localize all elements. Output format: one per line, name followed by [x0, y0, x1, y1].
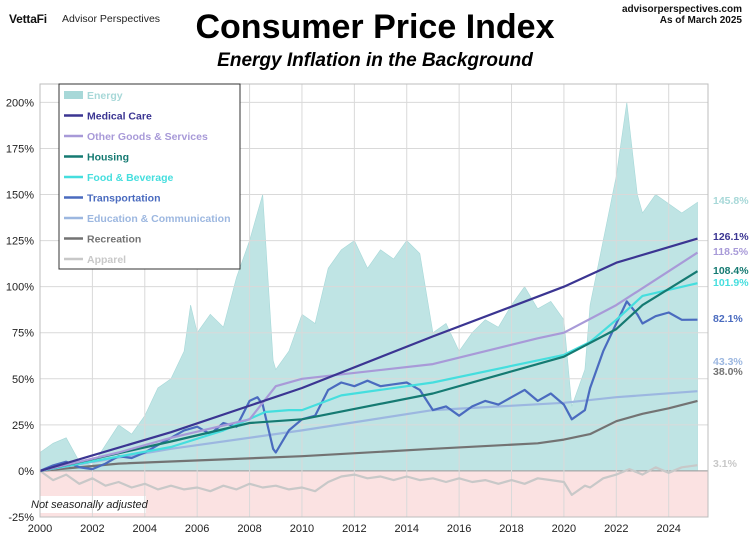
x-tick-label: 2018 [499, 523, 523, 535]
x-tick-label: 2012 [342, 523, 366, 535]
seasonal-note: Not seasonally adjusted [31, 499, 149, 511]
as-of-date: As of March 2025 [659, 15, 742, 26]
end-label-recreation: 38.0% [713, 366, 743, 378]
x-tick-label: 2024 [656, 523, 680, 535]
legend-label-energy: Energy [87, 90, 123, 102]
legend-label-housing: Housing [87, 152, 129, 164]
series-line-apparel [39, 464, 698, 496]
header-info: advisorperspectives.com As of March 2025 [622, 4, 742, 26]
y-tick-label: 25% [12, 420, 34, 432]
chart-subtitle: Energy Inflation in the Background [217, 50, 533, 71]
y-tick-label: 150% [6, 190, 34, 202]
chart-title: Consumer Price Index [195, 8, 555, 46]
end-label-education-communication: 43.3% [713, 356, 743, 368]
series-line-food-beverage [39, 282, 698, 472]
site-url: advisorperspectives.com [621, 4, 742, 15]
y-tick-label: 50% [12, 374, 34, 386]
legend-label-medical-care: Medical Care [87, 111, 152, 123]
x-tick-label: 2008 [237, 523, 261, 535]
series-line-medical-care [39, 237, 698, 472]
x-tick-label: 2004 [133, 523, 157, 535]
end-label-housing: 108.4% [713, 265, 749, 277]
x-tick-label: 2022 [604, 523, 628, 535]
y-tick-label: 75% [12, 328, 34, 340]
end-label-transportation: 82.1% [713, 313, 743, 325]
y-tick-label: 0% [18, 466, 34, 478]
legend-label-other-goods-services: Other Goods & Services [87, 131, 208, 143]
x-tick-label: 2016 [447, 523, 471, 535]
y-tick-label: 125% [6, 236, 34, 248]
legend-label-recreation: Recreation [87, 234, 141, 246]
legend-label-apparel: Apparel [87, 254, 126, 266]
legend-label-education-communication: Education & Communication [87, 213, 231, 225]
end-label-energy: 145.8% [713, 195, 749, 207]
negative-band [40, 470, 708, 517]
vettafi-logo: VettaFi [9, 12, 47, 26]
plot-frame [39, 83, 709, 518]
x-tick-label: 2020 [552, 523, 576, 535]
logo-subtitle: Advisor Perspectives [62, 13, 161, 25]
legend-box [58, 83, 241, 270]
legend-label-food-beverage: Food & Beverage [87, 172, 174, 184]
end-label-other-goods-services: 118.5% [713, 246, 749, 258]
y-tick-label: 200% [6, 97, 34, 109]
x-tick-label: 2010 [290, 523, 314, 535]
x-tick-label: 2002 [80, 523, 104, 535]
series-line-recreation [39, 399, 698, 472]
y-tick-label: 100% [6, 282, 34, 294]
note-box [28, 496, 146, 513]
end-label-apparel: 3.1% [713, 458, 738, 470]
end-label-medical-care: 126.1% [713, 231, 749, 243]
x-tick-label: 2000 [28, 523, 52, 535]
x-tick-label: 2014 [395, 523, 419, 535]
legend-label-transportation: Transportation [87, 193, 161, 205]
y-tick-label: -25% [8, 512, 34, 524]
series-line-housing [39, 270, 699, 472]
series-line-other-goods-services [39, 251, 699, 472]
y-tick-label: 175% [6, 143, 34, 155]
legend-swatch-energy [64, 91, 83, 99]
x-tick-label: 2006 [185, 523, 209, 535]
end-label-food-beverage: 101.9% [713, 277, 749, 289]
